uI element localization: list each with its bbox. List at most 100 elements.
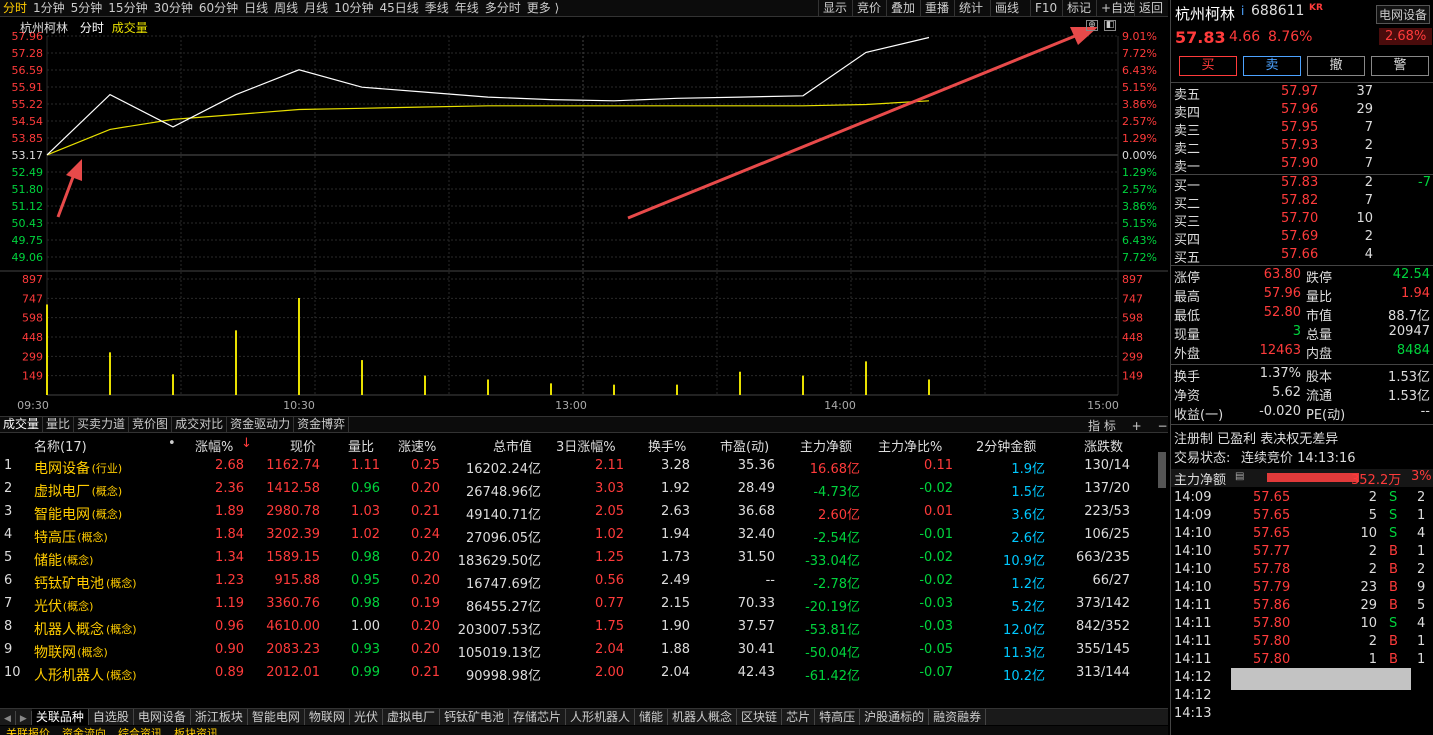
scroll-right-icon[interactable]: ▶ [16,711,32,725]
bottom-tab[interactable]: 关联品种 [31,709,89,725]
ask-row[interactable]: 卖一 57.90 7 [1171,156,1433,175]
column-header[interactable]: 主力净额 [800,440,853,455]
period-tab[interactable]: 年线 [454,1,479,15]
bottom-tab[interactable]: 钙钛矿电池 [440,709,509,725]
ask-row[interactable]: 卖五 57.97 37 [1171,84,1433,103]
toolbar-button[interactable]: F10 [1030,0,1061,16]
intraday-chart-svg[interactable]: 57.96 9.01% 57.28 7.72% 56.59 6.43% 55.91 5.15%… [0,17,1168,415]
bottom-tab-secondary[interactable]: 综合资讯 [118,727,162,735]
column-header[interactable]: 涨速% [398,440,437,455]
column-header[interactable]: 总市值 [493,440,533,455]
toolbar-button[interactable]: 标记 [1062,0,1095,16]
list-icon[interactable]: ▤ [1235,471,1245,482]
bid-row[interactable]: 买五 57.66 4 [1171,247,1433,266]
bottom-tab[interactable]: 人形机器人 [566,709,636,725]
period-tab[interactable]: 30分钟 [153,1,193,15]
column-header[interactable]: 名称(17) [34,440,87,455]
period-tab[interactable]: 5分钟 [70,1,103,15]
bottom-tab[interactable]: 机器人概念 [668,709,738,725]
toolbar-button[interactable]: 竞价 [852,0,885,16]
column-header[interactable]: • [168,436,176,451]
bottom-tab[interactable]: 储能 [635,709,669,725]
toolbar-button[interactable]: 统计 [954,0,987,16]
indicator-tab[interactable]: 量比 [43,417,75,432]
period-tab[interactable]: 15分钟 [108,1,148,15]
period-tab[interactable]: 10分钟 [334,1,374,15]
table-row[interactable]: 8 机器人概念 (概念) 0.96 4610.00 1.00 0.20 203007.53亿 1… [0,619,1156,641]
bid-row[interactable]: 买四 57.69 2 [1171,229,1433,248]
bid-row[interactable]: 买一 57.83 2 -7 [1171,175,1433,194]
table-row[interactable]: 3 智能电网 (概念) 1.89 2980.78 1.03 0.21 49140.71亿 2.0… [0,504,1156,526]
bottom-tab[interactable]: 浙江板块 [191,709,248,725]
bottom-tab[interactable]: 物联网 [305,709,350,725]
bottom-tab[interactable]: 特高压 [815,709,861,725]
column-header[interactable]: 3日涨幅% [556,440,616,455]
column-header[interactable]: 2分钟金额 [976,440,1037,455]
column-header[interactable]: 量比 [348,440,375,455]
cancel-order-button[interactable]: 撤 [1307,56,1365,76]
table-row[interactable]: 4 特高压 (概念) 1.84 3202.39 1.02 0.24 27096.05亿 1.02… [0,527,1156,549]
buy-button[interactable]: 买 [1179,56,1237,76]
bottom-tab[interactable]: 沪股通标的 [860,709,930,725]
period-tab[interactable]: 多分时 [484,1,521,15]
period-tab[interactable]: 周线 [274,1,299,15]
table-row[interactable]: 6 钙钛矿电池 (概念) 1.23 915.88 0.95 0.20 16747.69亿 0.5… [0,573,1156,595]
bid-row[interactable]: 买三 57.70 10 [1171,211,1433,230]
bottom-tab[interactable]: 芯片 [782,709,816,725]
indicator-tab[interactable]: 竞价图 [129,417,173,432]
bottom-tab[interactable]: 虚拟电厂 [383,709,440,725]
toolbar-button[interactable]: 返回 [1134,0,1167,16]
bottom-tab[interactable]: 区块链 [737,709,783,725]
bottom-tab[interactable]: 智能电网 [248,709,305,725]
column-header[interactable]: 市盈(动) [720,440,770,455]
column-header[interactable]: 换手% [648,440,687,455]
sector-name[interactable]: 电网设备 [1376,5,1431,24]
period-tab[interactable]: 季线 [424,1,449,15]
table-row[interactable]: 1 电网设备 (行业) 2.68 1162.74 1.11 0.25 16202.24亿 2.1… [0,458,1156,480]
column-header[interactable]: 涨幅% [195,440,234,455]
bottom-tab[interactable]: 自选股 [89,709,134,725]
table-row[interactable]: 2 虚拟电厂 (概念) 2.36 1412.58 0.96 0.20 26748.96亿 3.0… [0,481,1156,503]
toolbar-button[interactable]: 画线 [990,0,1023,16]
bottom-tab[interactable]: 光伏 [350,709,383,725]
intraday-chart[interactable]: 57.96 9.01% 57.28 7.72% 56.59 6.43% 55.91 5.15%… [0,17,1168,415]
bottom-tab-secondary[interactable]: 板块资讯 [174,727,218,735]
column-header[interactable]: 现价 [290,440,317,455]
bid-row[interactable]: 买二 57.82 7 [1171,193,1433,212]
indicator-add-button[interactable]: + [1131,419,1142,433]
bottom-tab-secondary[interactable]: 关联报价 [6,727,50,735]
period-tab[interactable]: 分时 [3,1,28,15]
table-row[interactable]: 7 光伏 (概念) 1.19 3360.76 0.98 0.19 86455.27亿 0.77 2… [0,596,1156,618]
chart-expand-icon[interactable]: ◧ [1104,20,1116,31]
bottom-tab[interactable]: 融资融券 [929,709,987,725]
toolbar-button[interactable]: 叠加 [886,0,919,16]
bottom-tab[interactable]: 存储芯片 [509,709,566,725]
toolbar-button[interactable]: 重播 [920,0,953,16]
indicator-tab[interactable]: 买卖力道 [74,417,130,432]
alert-button[interactable]: 警 [1371,56,1429,76]
period-tab[interactable]: 日线 [244,1,269,15]
period-tab[interactable]: 60分钟 [198,1,239,15]
period-tab[interactable]: 更多 ⟩ [526,1,560,15]
table-row[interactable]: 5 储能 (概念) 1.34 1589.15 0.98 0.20 183629.50亿 1.25… [0,550,1156,572]
indicator-tab[interactable]: 资金驱动力 [227,417,295,432]
bottom-tab-secondary[interactable]: 资金流向 [62,727,106,735]
column-header[interactable]: 涨跌数 [1084,440,1124,455]
period-tab[interactable]: 月线 [304,1,329,15]
bottom-tab[interactable]: 电网设备 [134,709,191,725]
chart-restore-icon[interactable]: ⊕ [1086,20,1098,31]
info-icon[interactable]: i [1241,4,1245,18]
ask-row[interactable]: 卖三 57.95 7 [1171,120,1433,139]
table-row[interactable]: 9 物联网 (概念) 0.90 2083.23 0.93 0.20 105019.13亿 2.0… [0,642,1156,664]
indicator-tab[interactable]: 成交量 [0,417,44,432]
table-row[interactable]: 10 人形机器人 (概念) 0.89 2012.01 0.99 0.21 90998.98亿 2… [0,665,1156,687]
period-tab[interactable]: 1分钟 [33,1,65,15]
indicator-tab[interactable]: 资金博弈 [294,417,350,432]
toolbar-button[interactable]: +自选 [1096,0,1139,16]
indicator-button[interactable]: 指 标 [1088,419,1116,433]
column-header[interactable]: 主力净比% [878,440,943,455]
indicator-tab[interactable]: 成交对比 [172,417,228,432]
period-tab[interactable]: 45日线 [379,1,419,15]
table-scrollbar[interactable] [1158,452,1166,488]
toolbar-button[interactable]: 显示 [818,0,851,16]
